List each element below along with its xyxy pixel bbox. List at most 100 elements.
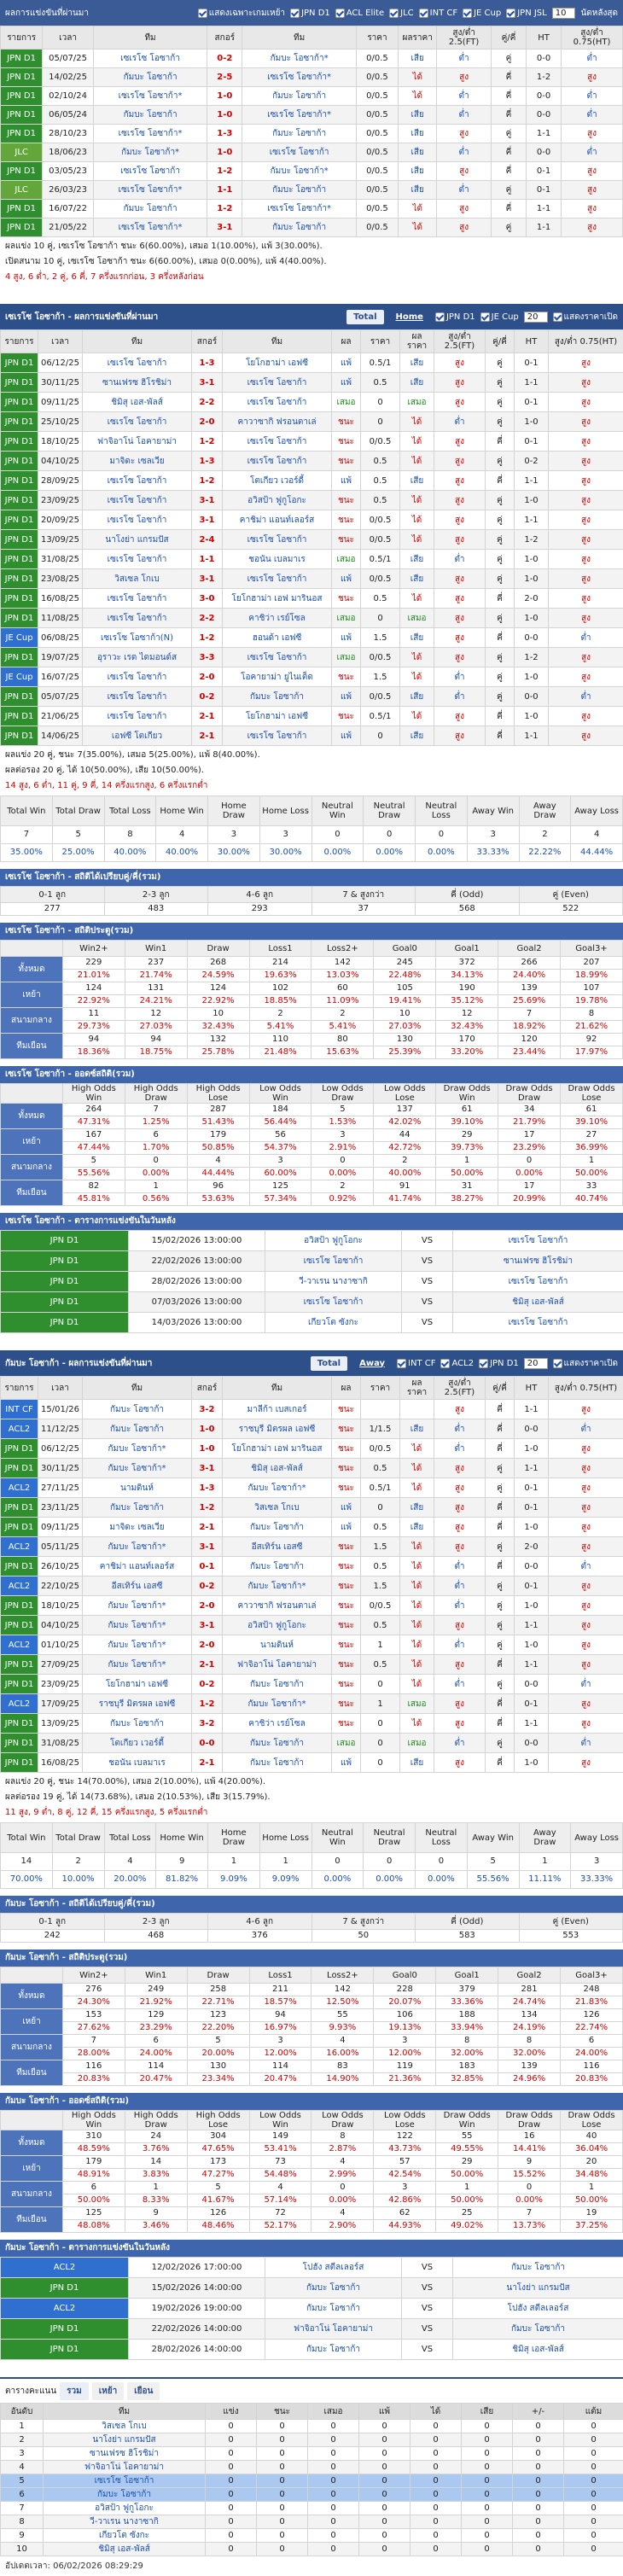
- tab[interactable]: Total: [311, 1356, 347, 1371]
- checkbox[interactable]: [419, 9, 428, 18]
- percent: 48.46%: [187, 2220, 249, 2233]
- column-header: สูง/ต่ำ 0.75(HT): [549, 330, 623, 353]
- tab[interactable]: เยือน: [127, 2382, 160, 2400]
- checkbox[interactable]: [506, 9, 515, 18]
- cell: เสีย: [400, 353, 434, 373]
- filter-checkbox[interactable]: JPN JSL: [506, 9, 547, 18]
- count: 2: [374, 1155, 436, 1168]
- record-value: 2: [52, 1853, 104, 1871]
- filter-checkbox[interactable]: INT CF: [419, 9, 457, 18]
- percent: 51.43%: [187, 1116, 249, 1129]
- cell: คี่: [491, 68, 526, 87]
- record-value: 33.33%: [571, 1871, 623, 1889]
- cell: สูง: [434, 373, 486, 393]
- cell: 0: [308, 2433, 359, 2447]
- cell: 23/09/25: [38, 1675, 83, 1694]
- filter-checkbox[interactable]: JPN D1: [479, 1359, 519, 1368]
- count-select[interactable]: 20: [524, 1358, 548, 1369]
- cell: 1-0: [515, 1439, 549, 1459]
- percent: 47.65%: [187, 2143, 249, 2156]
- cell: ได้: [399, 68, 437, 87]
- cell: สูง: [434, 726, 486, 746]
- checkbox[interactable]: [198, 9, 207, 18]
- checkbox[interactable]: [479, 1359, 488, 1368]
- league: ACL2: [1, 2299, 129, 2319]
- cell: เสีย: [400, 687, 434, 707]
- cell: 23/11/25: [38, 1498, 83, 1518]
- cell: 07/03/2026 13:00:00: [129, 1292, 265, 1313]
- count: 379: [436, 1984, 498, 1996]
- count-select[interactable]: 20: [524, 312, 548, 323]
- checkbox[interactable]: [335, 9, 345, 18]
- filter-checkbox[interactable]: ACL Elite: [335, 9, 384, 18]
- cell: 1-0: [515, 1635, 549, 1655]
- cell: สูง: [549, 1616, 623, 1635]
- count: 29: [436, 1129, 498, 1142]
- cell: ชนะ: [332, 510, 361, 530]
- checkbox[interactable]: [463, 9, 472, 18]
- tab[interactable]: รวม: [60, 2382, 89, 2400]
- cell: 1-0: [515, 707, 549, 726]
- filter-checkbox[interactable]: แสดงเฉพาะเกมเหย้า: [198, 7, 285, 20]
- tab[interactable]: Total: [346, 310, 383, 324]
- column-header: HT: [515, 330, 549, 353]
- cell: 0: [462, 2488, 513, 2502]
- count: 3: [312, 1129, 374, 1142]
- filter-checkbox[interactable]: JLC: [389, 9, 414, 18]
- percent: 11.09%: [312, 995, 374, 1008]
- checkbox[interactable]: [553, 1359, 562, 1368]
- count-select[interactable]: 10: [552, 8, 576, 19]
- percent: 21.36%: [374, 2073, 436, 2086]
- league: JPN D1: [1, 687, 38, 707]
- checkbox[interactable]: [440, 1359, 450, 1368]
- cell: มาจิดะ เซลเวีย: [83, 452, 192, 471]
- cell: 13/09/25: [38, 530, 83, 550]
- league: JE Cup: [1, 667, 38, 687]
- cell: สูง: [562, 68, 623, 87]
- filter-checkbox[interactable]: JE Cup: [463, 9, 501, 18]
- cell: เสีย: [400, 1753, 434, 1773]
- filter-checkbox[interactable]: JE Cup: [480, 312, 519, 322]
- checkbox[interactable]: [553, 312, 562, 322]
- count: 229: [62, 957, 125, 970]
- cell: โยโกฮาม่า เอฟซี: [83, 1675, 192, 1694]
- cell: 0/0.5: [356, 219, 398, 237]
- record-value: 0.00%: [312, 1871, 364, 1889]
- checkbox[interactable]: [290, 9, 300, 18]
- league: JPN D1: [1, 471, 38, 491]
- tab[interactable]: Home: [389, 310, 430, 324]
- percent: 0.00%: [498, 2194, 561, 2207]
- summary-line: ผลแข่ง 10 คู่, เซเรโซ โอซาก้า ชนะ 6(60.0…: [5, 239, 618, 254]
- filter-checkbox[interactable]: ACL2: [440, 1359, 474, 1368]
- record-value: 0.00%: [364, 1871, 416, 1889]
- filter-checkbox[interactable]: INT CF: [397, 1359, 435, 1368]
- cell: 0: [410, 2543, 462, 2556]
- filter-checkbox[interactable]: JPN D1: [435, 312, 475, 322]
- cell: ชิมิสุ เอส-พัลส์: [223, 1459, 332, 1478]
- checkbox[interactable]: [480, 312, 490, 322]
- cell: คู่: [486, 1537, 515, 1557]
- checkbox[interactable]: [397, 1359, 406, 1368]
- cell: คี่: [486, 1419, 515, 1439]
- filter-checkbox[interactable]: แสดงราคาเปิด: [553, 311, 618, 323]
- tab[interactable]: Away: [352, 1356, 392, 1371]
- record-value: 0.00%: [364, 844, 416, 862]
- cell: แพ้: [332, 726, 361, 746]
- count: 10: [187, 1008, 249, 1021]
- league: JPN D1: [1, 1675, 38, 1694]
- column-header: Total Win: [1, 796, 53, 826]
- checkbox[interactable]: [435, 312, 445, 322]
- cell: ได้: [399, 200, 437, 219]
- tab[interactable]: เหย้า: [92, 2382, 124, 2400]
- checkbox[interactable]: [389, 9, 399, 18]
- cell: คู่: [486, 1616, 515, 1635]
- section-title: กัมบะ โอซาก้า - ผลการแข่งขันที่ผ่านมา: [5, 1357, 152, 1370]
- filter-checkbox[interactable]: JPN D1: [290, 9, 330, 18]
- percent-row: 47.31%1.25%51.43%56.44%1.53%42.02%39.10%…: [1, 1116, 623, 1129]
- cell: 0/0.5: [361, 510, 400, 530]
- percent: 20.99%: [498, 1193, 561, 1206]
- league: JPN D1: [1, 1272, 129, 1292]
- filter-checkbox[interactable]: แสดงราคาเปิด: [553, 1357, 618, 1370]
